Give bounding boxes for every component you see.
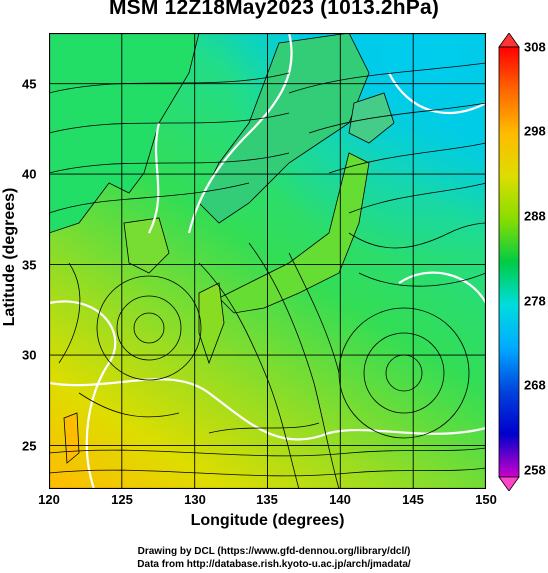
colorbar-tick-268: 268 [524, 377, 546, 393]
x-tick-135: 135 [256, 492, 278, 507]
map-plot-area [49, 33, 486, 489]
y-axis-label: Latitude (degrees) [1, 187, 18, 327]
y-tick-25: 25 [22, 438, 37, 454]
x-tick-125: 125 [111, 492, 133, 507]
colorbar-tick-258: 258 [524, 462, 546, 478]
taiwan [63, 412, 80, 464]
x-axis-label: Longitude (degrees) [190, 512, 345, 529]
japan-honshu [218, 152, 370, 314]
credit-data: Data from http://database.rish.kyoto-u.a… [137, 559, 411, 570]
colorbar-tick-278: 278 [524, 293, 546, 309]
japan-kyushu [198, 282, 225, 365]
colorbar-tick-288: 288 [524, 208, 546, 224]
colorbar-gradient [498, 46, 520, 478]
y-tick-40: 40 [22, 166, 37, 182]
northern-landmass [198, 33, 370, 224]
y-tick-35: 35 [22, 257, 37, 273]
colorbar [498, 33, 520, 491]
colorbar-min-arrow [498, 476, 520, 491]
colorbar-tick-308: 308 [524, 39, 546, 55]
plot-frame [49, 33, 486, 489]
y-tick-45: 45 [22, 76, 37, 92]
x-tick-145: 145 [402, 492, 424, 507]
x-tick-140: 140 [329, 492, 351, 507]
wind-streamlines [49, 62, 486, 489]
y-tick-30: 30 [22, 347, 37, 363]
colorbar-max-arrow [498, 33, 520, 48]
colorbar-tick-298: 298 [524, 123, 546, 139]
credit-drawing: Drawing by DCL (https://www.gfd-dennou.o… [137, 546, 411, 557]
map-title: MSM 12Z18May2023 (1013.2hPa) [108, 0, 440, 19]
korean-peninsula [123, 217, 170, 274]
x-tick-130: 130 [184, 492, 206, 507]
isotherm-contours [49, 33, 486, 489]
temperature-field-map [49, 33, 486, 489]
x-tick-150: 150 [475, 492, 497, 507]
lat-lon-grid [49, 33, 486, 489]
x-tick-120: 120 [38, 492, 60, 507]
